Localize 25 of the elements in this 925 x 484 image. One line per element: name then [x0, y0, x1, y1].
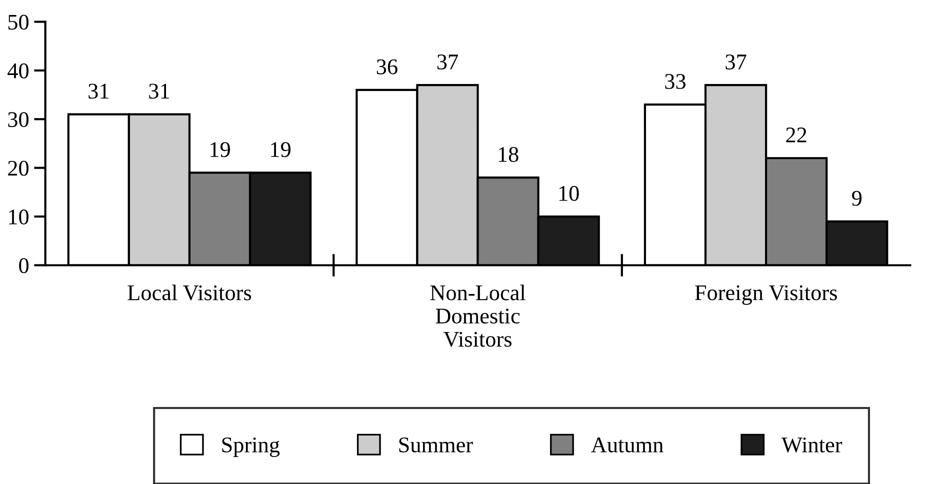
data-label: 31	[88, 84, 108, 99]
data-label: 33	[665, 74, 686, 89]
data-label: 18	[498, 146, 518, 162]
y-tick-label: 10	[9, 209, 29, 224]
legend-label: Autumn	[591, 438, 664, 452]
x-tick-label: Non-Local Domestic Visitors	[430, 284, 526, 347]
data-label: 10	[559, 186, 579, 201]
data-label: 31	[149, 84, 169, 99]
y-tick-label: 30	[8, 112, 29, 128]
y-tick-label: 40	[8, 63, 29, 78]
legend-label: Summer	[399, 438, 473, 452]
data-label: 19	[271, 142, 290, 158]
y-tick-label: 20	[8, 160, 29, 176]
data-label: 19	[210, 142, 230, 158]
legend-label: Winter	[782, 438, 842, 453]
data-label: 37	[726, 54, 746, 70]
data-label: 37	[437, 54, 458, 70]
legend-label: Spring	[222, 438, 280, 458]
x-tick-label: Local Visitors	[128, 284, 252, 300]
x-tick-label: Foreign Visitors	[695, 285, 837, 305]
y-tick-label: 0	[19, 258, 29, 274]
data-label: 36	[376, 59, 398, 74]
data-label: 9	[852, 190, 862, 206]
data-label: 22	[786, 128, 806, 142]
y-tick-label: 50	[8, 14, 29, 30]
